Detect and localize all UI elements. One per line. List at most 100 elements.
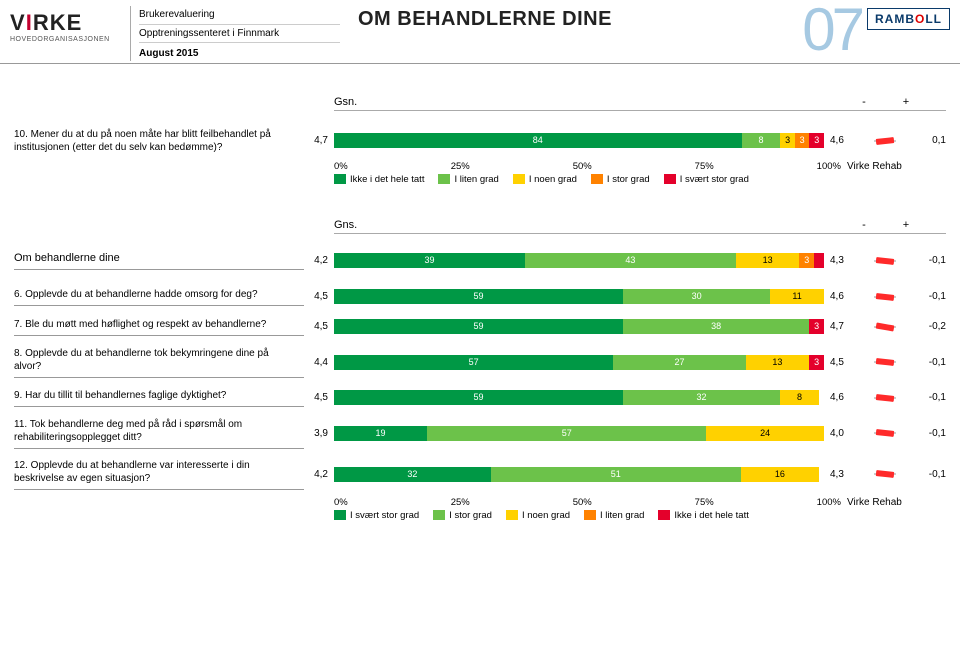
chart1-worm-icon: [870, 134, 900, 148]
meta-line1: Brukerevaluering: [139, 6, 340, 25]
chart2-row: 7. Ble du møtt med høflighet og respekt …: [14, 312, 946, 342]
row-bar: 3943133: [334, 253, 824, 268]
plus-label: +: [900, 96, 912, 108]
bar-segment: 19: [334, 426, 427, 441]
chart2-legend: I svært stor gradI stor gradI noen gradI…: [334, 508, 841, 521]
legend-label: I stor grad: [607, 174, 650, 185]
axis-tick: 25%: [451, 497, 470, 508]
legend-item: Ikke i det hele tatt: [334, 174, 424, 185]
bar-segment: 57: [334, 355, 613, 370]
axis-tick: 75%: [695, 161, 714, 172]
legend-swatch: [664, 174, 676, 184]
legend-item: I svært stor grad: [334, 510, 419, 521]
gsn-label: Gsn.: [334, 96, 824, 108]
row-bar: 593011: [334, 289, 824, 304]
chart2-axis-right: Virke Rehab: [841, 497, 902, 508]
chart2-row: 12. Opplevde du at behandlerne var inter…: [14, 454, 946, 495]
meta-line2: Opptreningssenteret i Finnmark: [139, 25, 340, 44]
row-pre-value: 4,5: [304, 392, 334, 403]
chart1-axis: 0%25%50%75%100%: [334, 159, 841, 172]
question-label: 9. Har du tillit til behandlernes faglig…: [14, 389, 226, 402]
row-bar: 325116: [334, 467, 824, 482]
bar-segment: 43: [525, 253, 736, 268]
bar-segment: 59: [334, 289, 623, 304]
row-pre-value: 4,2: [304, 255, 334, 266]
legend-label: Ikke i det hele tatt: [350, 174, 424, 185]
row-values: 4,0 -0,1: [824, 426, 946, 440]
bar-segment: 13: [746, 355, 810, 370]
bar-segment: 38: [623, 319, 809, 334]
chart1-header: Gsn. - +: [14, 96, 946, 108]
row-pre-value: 4,5: [304, 291, 334, 302]
row-pre-value: 3,9: [304, 428, 334, 439]
axis-tick: 0%: [334, 497, 348, 508]
minus-label-2: -: [858, 219, 870, 231]
virke-logo-sub: HOVEDORGANISASJONEN: [10, 36, 130, 43]
question-label: 6. Opplevde du at behandlerne hadde omso…: [14, 288, 258, 301]
row-bar: 59383: [334, 319, 824, 334]
chart2-row: 9. Har du tillit til behandlernes faglig…: [14, 383, 946, 413]
row-worm-icon: [870, 355, 900, 369]
question-label: 7. Ble du møtt med høflighet og respekt …: [14, 318, 266, 331]
legend-label: I svært stor grad: [680, 174, 749, 185]
row-avg: 4,7: [824, 321, 858, 332]
question-label: Om behandlerne dine: [14, 251, 120, 265]
axis-tick: 75%: [695, 497, 714, 508]
chart1-row: 10. Mener du at du på noen måte har blit…: [14, 123, 946, 159]
row-values: 4,6-0,1: [824, 391, 946, 405]
row-avg: 4,0: [824, 428, 858, 439]
axis-tick: 50%: [573, 497, 592, 508]
row-diff: -0,1: [912, 357, 946, 368]
meta-date: August 2015: [139, 43, 340, 61]
axis-tick: 100%: [817, 497, 841, 508]
legend-swatch: [334, 510, 346, 520]
row-bar: 59328: [334, 390, 824, 405]
bar-segment: 8: [742, 133, 781, 148]
legend-swatch: [334, 174, 346, 184]
row-diff: -0,1: [912, 469, 946, 480]
bar-segment: 3: [799, 253, 814, 268]
legend-item: I stor grad: [591, 174, 650, 185]
chart1-question: 10. Mener du at du på noen måte har blit…: [14, 128, 294, 154]
plus-label-2: +: [900, 219, 912, 231]
chart1-legend: Ikke i det hele tatt I liten grad I noen g…: [334, 172, 841, 185]
row-diff: -0,1: [912, 255, 946, 266]
row-bar: 5727133: [334, 355, 824, 370]
bar-segment: 3: [780, 133, 795, 148]
legend-item: I liten grad: [438, 174, 498, 185]
row-values: 4,5 -0,1: [824, 355, 946, 369]
chart1-diff: 0,1: [912, 135, 946, 146]
virke-logo: VIRKE HOVEDORGANISASJONEN: [10, 6, 130, 43]
row-avg: 4,3: [824, 469, 858, 480]
bar-segment: 3: [809, 319, 824, 334]
bar-segment: 39: [334, 253, 525, 268]
axis-tick: 100%: [817, 161, 841, 172]
page-title: OM BEHANDLERNE DINE: [340, 6, 802, 31]
bar-segment: 16: [741, 467, 819, 482]
content: Gsn. - + 10. Mener du at du på noen måte…: [0, 64, 960, 541]
legend-swatch: [591, 174, 603, 184]
chart2-heading-row: Om behandlerne dine4,239431334,3-0,1: [14, 246, 946, 276]
chart2-header: Gns. - +: [14, 219, 946, 231]
row-worm-icon: [870, 290, 900, 304]
legend-label: I noen grad: [522, 510, 570, 521]
chart2-axis-block: 0% 25% 50% 75% 100% I svært stor gradI stor …: [14, 495, 946, 521]
legend-item: I liten grad: [584, 510, 644, 521]
page-header: VIRKE HOVEDORGANISASJONEN Brukerevalueri…: [0, 0, 960, 64]
row-diff: -0,1: [912, 428, 946, 439]
legend-item: I noen grad: [513, 174, 577, 185]
legend-label: I svært stor grad: [350, 510, 419, 521]
bar-segment: 57: [427, 426, 706, 441]
header-meta: Brukerevaluering Opptreningssenteret i F…: [130, 6, 340, 61]
chart1-avg: 4,6: [824, 135, 858, 146]
chart1-values: 4,6 0,1: [824, 134, 946, 148]
row-values: 4,6-0,1: [824, 290, 946, 304]
row-pre-value: 4,4: [304, 357, 334, 368]
row-pre-value: 4,2: [304, 469, 334, 480]
row-avg: 4,5: [824, 357, 858, 368]
chart1-header-rule: [14, 108, 946, 117]
row-avg: 4,6: [824, 291, 858, 302]
row-avg: 4,6: [824, 392, 858, 403]
bar-segment: 30: [623, 289, 770, 304]
axis-tick: 0%: [334, 161, 348, 172]
